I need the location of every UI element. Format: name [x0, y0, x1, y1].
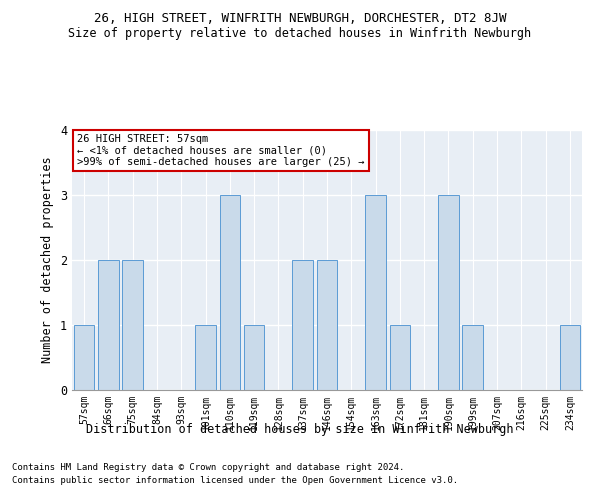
Bar: [220, 195, 240, 390]
Bar: [98, 260, 119, 390]
Bar: [292, 260, 313, 390]
Text: 26, HIGH STREET, WINFRITH NEWBURGH, DORCHESTER, DT2 8JW: 26, HIGH STREET, WINFRITH NEWBURGH, DORC…: [94, 12, 506, 26]
Bar: [389, 325, 410, 390]
Bar: [74, 325, 94, 390]
Bar: [463, 325, 483, 390]
Bar: [244, 325, 265, 390]
Text: Distribution of detached houses by size in Winfrith Newburgh: Distribution of detached houses by size …: [86, 422, 514, 436]
Text: 26 HIGH STREET: 57sqm
← <1% of detached houses are smaller (0)
>99% of semi-deta: 26 HIGH STREET: 57sqm ← <1% of detached …: [77, 134, 365, 167]
Text: Contains public sector information licensed under the Open Government Licence v3: Contains public sector information licen…: [12, 476, 458, 485]
Bar: [317, 260, 337, 390]
Bar: [195, 325, 216, 390]
Bar: [122, 260, 143, 390]
Bar: [438, 195, 459, 390]
Y-axis label: Number of detached properties: Number of detached properties: [41, 156, 55, 364]
Text: Contains HM Land Registry data © Crown copyright and database right 2024.: Contains HM Land Registry data © Crown c…: [12, 464, 404, 472]
Text: Size of property relative to detached houses in Winfrith Newburgh: Size of property relative to detached ho…: [68, 28, 532, 40]
Bar: [560, 325, 580, 390]
Bar: [365, 195, 386, 390]
